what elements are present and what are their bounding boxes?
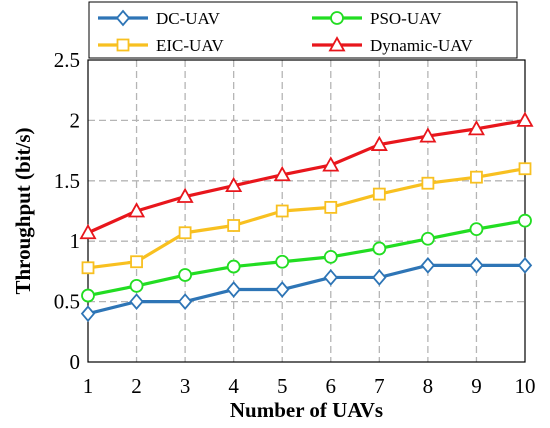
- x-tick-label: 1: [83, 374, 94, 398]
- data-point-pso-uav: [519, 215, 531, 227]
- y-tick-label: 2.5: [54, 48, 80, 72]
- y-tick-label: 0: [70, 350, 81, 374]
- y-tick-label: 1: [70, 229, 81, 253]
- x-tick-label: 4: [228, 374, 239, 398]
- x-tick-label: 7: [374, 374, 385, 398]
- data-point-eic-uav: [471, 172, 482, 183]
- data-point-eic-uav: [325, 202, 336, 213]
- x-tick-label: 2: [131, 374, 142, 398]
- legend-label: Dynamic-UAV: [370, 36, 473, 55]
- series-dc-uav: [82, 258, 531, 320]
- grid-lines: [88, 60, 525, 362]
- data-point-eic-uav: [131, 256, 142, 267]
- y-tick-label: 2: [70, 108, 81, 132]
- data-point-eic-uav: [520, 163, 531, 174]
- data-point-dc-uav: [82, 307, 94, 321]
- x-tick-label: 8: [423, 374, 434, 398]
- y-tick-label: 0.5: [54, 290, 80, 314]
- data-point-eic-uav: [422, 178, 433, 189]
- x-tick-label: 5: [277, 374, 288, 398]
- data-point-pso-uav: [373, 242, 385, 254]
- series-dynamic-uav: [81, 113, 532, 238]
- data-point-eic-uav: [83, 262, 94, 273]
- data-point-eic-uav: [374, 189, 385, 200]
- legend-label: EIC-UAV: [156, 36, 224, 55]
- y-tick-label: 1.5: [54, 169, 80, 193]
- data-point-dc-uav: [422, 258, 434, 272]
- legend: DC-UAV PSO-UAV EIC-UAV Dynamic-UAV: [89, 2, 517, 58]
- data-point-pso-uav: [82, 290, 94, 302]
- data-point-pso-uav: [179, 269, 191, 281]
- x-tick-label: 3: [180, 374, 191, 398]
- legend-marker-pso-uav: [331, 12, 343, 24]
- x-tick-label: 9: [471, 374, 482, 398]
- data-point-pso-uav: [131, 280, 143, 292]
- y-axis-title: Throughput (bit/s): [11, 127, 35, 294]
- plot-frame: [88, 60, 525, 362]
- data-point-pso-uav: [276, 256, 288, 268]
- data-point-pso-uav: [325, 251, 337, 263]
- series-line-eic-uav: [88, 169, 525, 268]
- data-point-dc-uav: [131, 295, 143, 309]
- data-point-dc-uav: [276, 283, 288, 297]
- legend-label: PSO-UAV: [370, 9, 442, 28]
- series-group: [81, 113, 532, 320]
- data-point-pso-uav: [470, 223, 482, 235]
- x-axis-title: Number of UAVs: [230, 398, 383, 422]
- data-point-eic-uav: [180, 227, 191, 238]
- legend-label: DC-UAV: [156, 9, 221, 28]
- data-point-dc-uav: [373, 270, 385, 284]
- data-point-pso-uav: [228, 261, 240, 273]
- legend-marker-eic-uav: [118, 40, 129, 51]
- series-pso-uav: [82, 215, 531, 302]
- x-tick-label: 6: [326, 374, 337, 398]
- data-point-dc-uav: [519, 258, 531, 272]
- data-point-pso-uav: [422, 233, 434, 245]
- data-point-dc-uav: [470, 258, 482, 272]
- x-tick-label: 10: [515, 374, 536, 398]
- data-point-eic-uav: [228, 220, 239, 231]
- series-line-dynamic-uav: [88, 120, 525, 232]
- data-point-dc-uav: [179, 295, 191, 309]
- data-point-eic-uav: [277, 206, 288, 217]
- series-eic-uav: [83, 163, 531, 273]
- data-point-dc-uav: [228, 283, 240, 297]
- tick-labels: 0 0.5 1 1.5 2 2.5 1 2 3 4 5 6 7 8 9 10: [54, 48, 536, 398]
- series-line-dc-uav: [88, 265, 525, 313]
- data-point-dc-uav: [325, 270, 337, 284]
